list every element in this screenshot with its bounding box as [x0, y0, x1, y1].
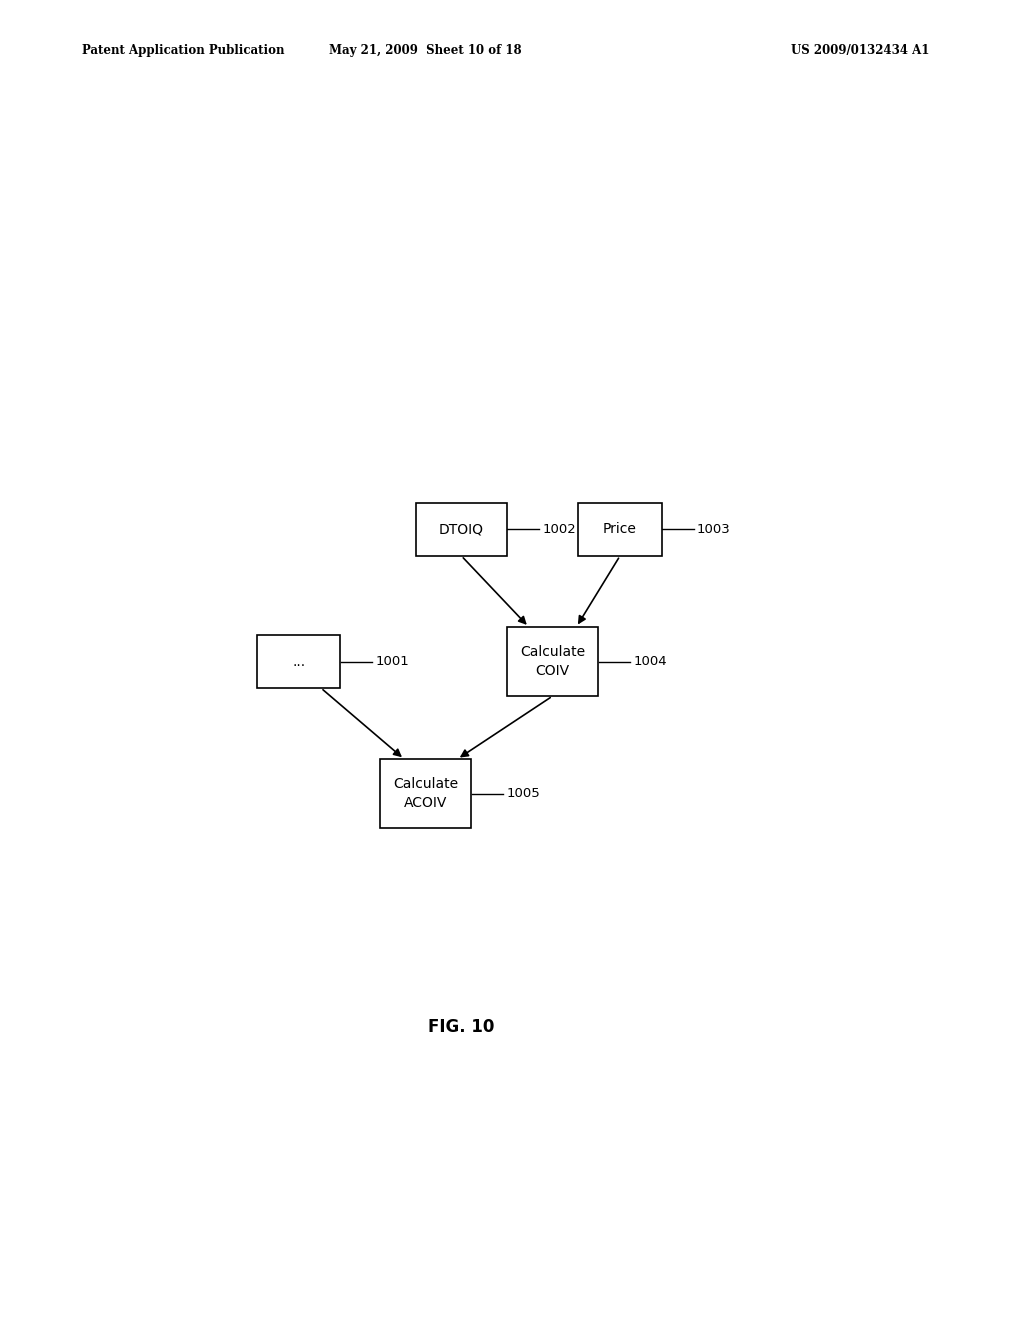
Text: 1003: 1003 — [697, 523, 731, 536]
Text: 1004: 1004 — [634, 655, 668, 668]
FancyBboxPatch shape — [416, 503, 507, 556]
Text: Price: Price — [603, 523, 637, 536]
FancyBboxPatch shape — [380, 759, 471, 828]
Text: 1001: 1001 — [376, 655, 410, 668]
Text: May 21, 2009  Sheet 10 of 18: May 21, 2009 Sheet 10 of 18 — [329, 44, 521, 57]
FancyBboxPatch shape — [257, 635, 340, 688]
Text: FIG. 10: FIG. 10 — [428, 1019, 495, 1036]
Text: US 2009/0132434 A1: US 2009/0132434 A1 — [791, 44, 930, 57]
Text: 1005: 1005 — [507, 787, 541, 800]
Text: Calculate
COIV: Calculate COIV — [520, 645, 585, 677]
Text: Patent Application Publication: Patent Application Publication — [82, 44, 285, 57]
FancyBboxPatch shape — [507, 627, 598, 696]
Text: 1002: 1002 — [543, 523, 577, 536]
Text: DTOIQ: DTOIQ — [439, 523, 483, 536]
Text: Calculate
ACOIV: Calculate ACOIV — [393, 777, 458, 810]
FancyBboxPatch shape — [579, 503, 662, 556]
Text: ...: ... — [292, 655, 305, 668]
